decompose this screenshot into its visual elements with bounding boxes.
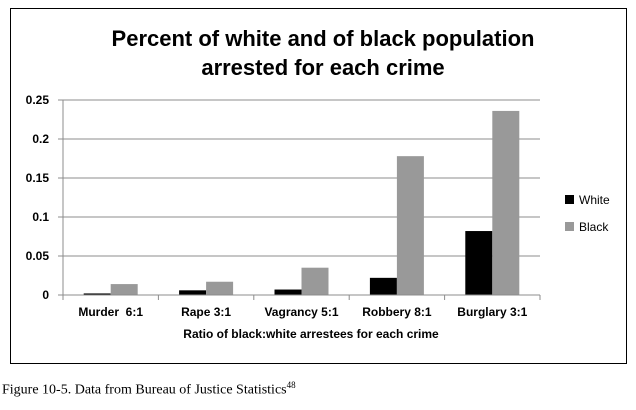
x-category-label: Robbery 8:1 — [362, 305, 432, 319]
y-tick-label: 0.25 — [26, 93, 50, 107]
y-tick-label: 0.1 — [32, 210, 49, 224]
bar-black — [110, 284, 138, 295]
y-axis-ticks: 0 0.05 0.1 0.15 0.2 0.25 — [26, 93, 50, 302]
chart-title-line-2: arrested for each crime — [201, 55, 444, 80]
bar-white — [369, 277, 397, 295]
x-category-label: Burglary 3:1 — [457, 305, 527, 319]
legend-label-white: White — [579, 193, 610, 207]
bar-white — [465, 231, 493, 295]
x-category-label: Murder 6:1 — [78, 305, 143, 319]
y-tick-label: 0.2 — [32, 132, 49, 146]
bar-black — [396, 156, 424, 295]
caption-superscript: 48 — [286, 380, 296, 390]
x-axis-categories: Murder 6:1 Rape 3:1 Vagrancy 5:1 Robbery 8:… — [78, 305, 527, 319]
legend: White Black — [565, 193, 610, 234]
x-axis-label: Ratio of black:white arrestees for each … — [183, 327, 439, 341]
bar-black — [492, 110, 520, 295]
y-tick-label: 0.05 — [26, 249, 50, 263]
chart-title-line-1: Percent of white and of black population — [112, 26, 535, 51]
bar-black — [206, 281, 234, 295]
bar-black — [301, 267, 329, 295]
x-category-label: Vagrancy 5:1 — [264, 305, 338, 319]
bar-white — [83, 293, 111, 295]
x-axis — [62, 294, 541, 300]
y-tick-label: 0 — [42, 288, 49, 302]
legend-label-black: Black — [579, 220, 609, 234]
chart: Percent of white and of black population… — [26, 26, 610, 341]
chart-frame: Percent of white and of black population… — [10, 8, 627, 364]
figure-caption: Figure 10-5. Data from Bureau of Justice… — [2, 380, 632, 399]
legend-swatch-white — [565, 195, 574, 204]
bar-white — [274, 289, 302, 295]
y-tick-label: 0.15 — [26, 171, 50, 185]
bar-white — [179, 290, 207, 295]
legend-swatch-black — [565, 222, 574, 231]
bars — [83, 110, 520, 295]
gridlines — [58, 99, 540, 296]
caption-text: Figure 10-5. Data from Bureau of Justice… — [2, 382, 287, 398]
x-category-label: Rape 3:1 — [181, 305, 231, 319]
